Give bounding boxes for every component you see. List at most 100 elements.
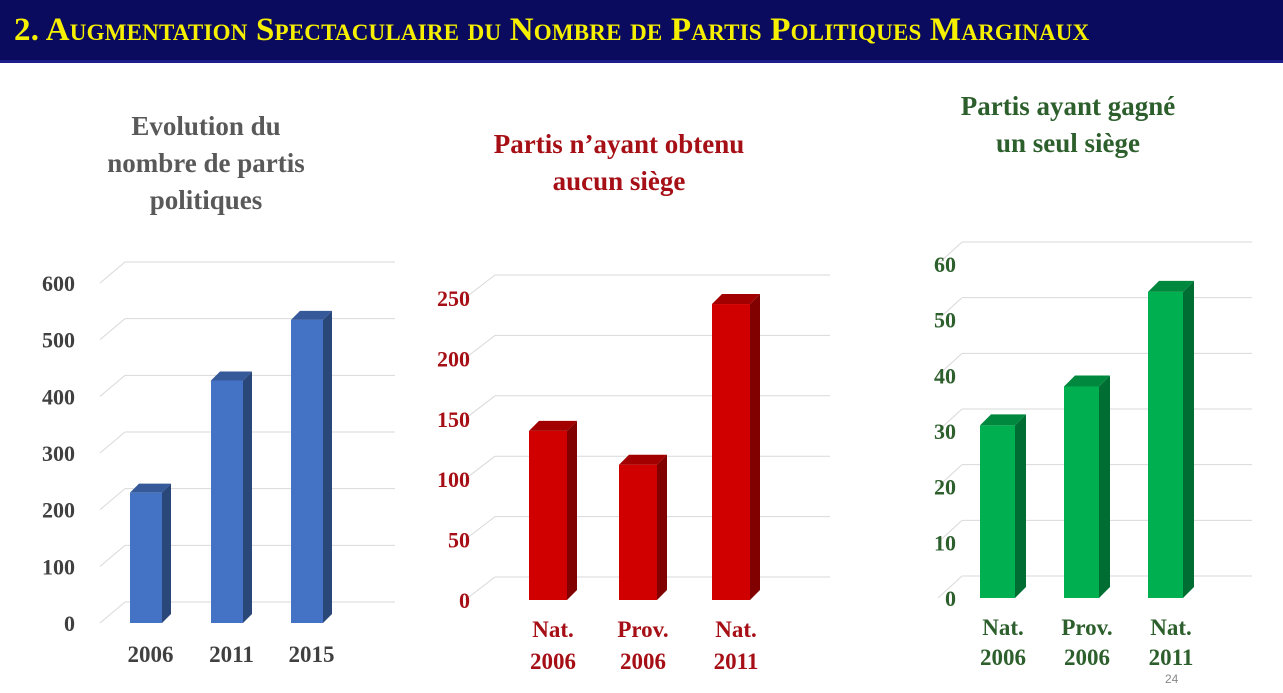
y-tick-label: 0 [64,611,75,636]
gridline-diagonal [937,519,963,543]
bar-front [980,425,1015,598]
chart-no-seat-parties: Partis n’ayant obtenu aucun siège 0 50 100 15… [437,129,830,674]
bar-side [162,483,171,623]
title-bar: 2. Augmentation Spectaculaire du Nombre … [0,0,1283,63]
bar-top [291,310,332,320]
y-tick-label: 40 [934,363,956,388]
y-tick-label: 250 [437,286,470,311]
chart-title-line: Evolution du [131,111,280,141]
bar-top [1148,280,1194,292]
gridline-diagonal [937,352,963,376]
x-tick-label: 2006 [1064,645,1110,670]
chart-title-line: Partis n’ayant obtenu [494,129,745,159]
gridline-diagonal [99,261,126,284]
gridline-diagonal [99,318,126,341]
bar-top [529,420,577,431]
gridline-diagonal [937,241,963,265]
bar [980,414,1026,598]
bar-side [323,310,332,623]
bar [712,294,760,600]
x-tick-label: 2011 [714,649,759,674]
x-tick-label: Prov. [617,617,668,642]
gridline-diagonal [937,575,963,599]
x-tick-label: 2006 [620,649,666,674]
gridline-diagonal [464,395,496,420]
bar-side [243,371,252,623]
bar-side [750,294,760,600]
bar-front [291,319,323,623]
gridline-diagonal [464,274,496,299]
gridline-diagonal [99,601,126,624]
bar-front [130,492,162,623]
bar-side [657,454,667,600]
slide-title: 2. Augmentation Spectaculaire du Nombre … [14,12,1090,48]
y-tick-label: 400 [42,384,75,409]
gridline-diagonal [99,374,126,397]
y-tick-label: 50 [934,308,956,333]
bar-top [1064,375,1110,387]
y-tick-label: 10 [934,530,956,555]
y-tick-label: 0 [945,586,956,611]
bar [130,483,171,623]
y-tick-label: 300 [42,441,75,466]
gridline-diagonal [99,488,126,511]
y-tick-label: 100 [437,467,470,492]
chart-title-line: politiques [150,185,263,215]
chart-title-line: Partis ayant gagné [961,91,1176,121]
x-tick-label: 2006 [530,649,576,674]
chart-title-line: un seul siège [996,128,1140,158]
bar-front [211,380,243,623]
x-tick-label: Nat. [532,617,574,642]
bar [1064,375,1110,598]
x-tick-label: Nat. [982,615,1024,640]
y-tick-label: 60 [934,252,956,277]
x-tick-label: 2006 [128,642,174,667]
bar [211,371,252,623]
chart-one-seat-parties: Partis ayant gagné un seul siège 0 10 20 30 40… [934,91,1252,670]
y-tick-label: 150 [437,407,470,432]
y-tick-label: 200 [42,498,75,523]
gridline-diagonal [99,431,126,454]
bar-front [619,464,657,600]
chart-party-count: Evolution du nombre de partis politiques 0 1… [42,111,395,667]
x-tick-label: Nat. [715,617,757,642]
x-tick-label: 2015 [289,642,335,667]
bar [1148,280,1194,598]
bar [529,420,577,600]
bar-side [1183,280,1194,598]
bar-side [567,420,577,600]
bar-top [130,483,171,493]
y-tick-label: 600 [42,271,75,296]
bar-front [712,304,750,600]
chart-title-line: aucun siège [553,166,686,196]
y-tick-label: 100 [42,554,75,579]
bar-side [1099,375,1110,598]
bar-top [712,294,760,305]
gridline-diagonal [937,297,963,321]
y-tick-label: 50 [448,528,470,553]
bar-top [980,414,1026,426]
page-number: 24 [1165,672,1179,686]
x-tick-label: 2006 [980,645,1026,670]
y-tick-label: 20 [934,475,956,500]
bar-front [1064,386,1099,598]
bar-top [211,371,252,381]
y-tick-label: 0 [459,588,470,613]
bar [291,310,332,623]
x-tick-label: Prov. [1061,615,1112,640]
gridline-diagonal [99,544,126,567]
x-tick-label: 2011 [1149,645,1194,670]
gridline-diagonal [464,576,496,601]
x-tick-label: Nat. [1150,615,1192,640]
bar-front [529,430,567,600]
gridline-diagonal [464,455,496,480]
bar-top [619,454,667,465]
gridline-diagonal [464,516,496,540]
chart-title-line: nombre de partis [107,148,305,178]
gridline-diagonal [937,464,963,488]
y-tick-label: 30 [934,419,956,444]
y-tick-label: 500 [42,328,75,353]
gridline-diagonal [464,335,496,359]
gridline-diagonal [937,408,963,432]
